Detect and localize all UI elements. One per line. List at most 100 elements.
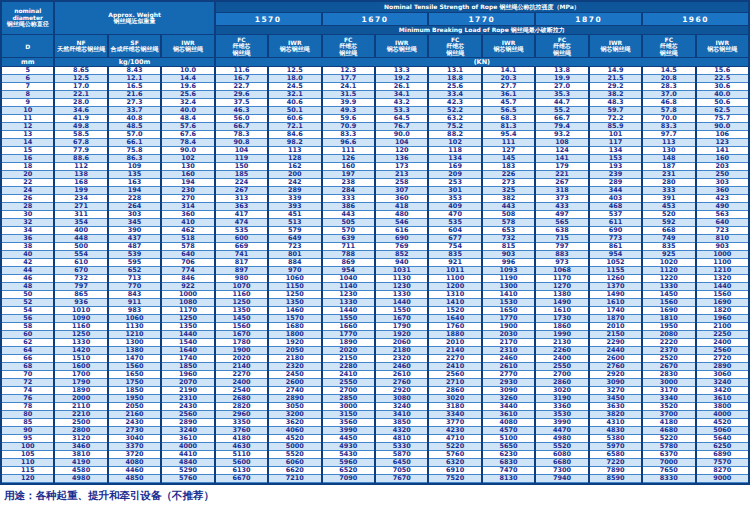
table-cell: 173 (376, 163, 427, 171)
table-cell: 48 (2, 283, 53, 291)
table-cell: 770 (109, 283, 160, 291)
table-cell: 2930 (483, 379, 534, 387)
table-row-d14: 1467.866.178.490.898.296.610410211110811… (2, 139, 748, 147)
table-cell: 3000 (643, 379, 694, 387)
table-cell: 213 (376, 171, 427, 179)
table-cell: 497 (536, 211, 587, 219)
table-cell: 66.7 (536, 115, 587, 123)
table-cell: 136 (376, 155, 427, 163)
table-cell: 17.0 (55, 83, 106, 91)
table-cell: 68 (2, 363, 53, 371)
table-cell: 3020 (536, 387, 587, 395)
table-cell: 138 (55, 171, 106, 179)
table-cell: 535 (216, 227, 267, 235)
table-cell: 20 (2, 171, 53, 179)
table-cell: 1770 (483, 315, 534, 323)
table-cell: 403 (590, 195, 641, 203)
table-cell: 84.6 (269, 131, 320, 139)
table-cell: 451 (269, 211, 320, 219)
table-cell: 363 (216, 203, 267, 211)
table-cell: 393 (269, 203, 320, 211)
table-cell: 741 (216, 251, 267, 259)
table-cell: 36 (2, 235, 53, 243)
table-cell: 56 (2, 315, 53, 323)
table-cell: 3610 (483, 411, 534, 419)
table-cell: 134 (429, 155, 480, 163)
table-row-d12: 1249.848.557.666.772.170.976.775.281.379… (2, 123, 748, 131)
table-cell: 1800 (269, 331, 320, 339)
table-cell: 7 (2, 83, 53, 91)
table-cell: 2800 (55, 427, 106, 435)
table-cell: 36.1 (483, 91, 534, 99)
table-cell: 4520 (269, 435, 320, 443)
table-cell: 3820 (590, 411, 641, 419)
table-cell: 1250 (55, 331, 106, 339)
table-cell: 1230 (323, 291, 374, 299)
table-cell: 66.7 (216, 123, 267, 131)
table-cell: 386 (323, 203, 374, 211)
table-cell: 38 (2, 243, 53, 251)
table-cell: 81.3 (483, 123, 534, 131)
table-cell: 2600 (590, 355, 641, 363)
table-cell: 592 (643, 219, 694, 227)
table-cell: 1380 (536, 291, 587, 299)
table-cell: 2440 (590, 347, 641, 355)
table-cell: 537 (590, 211, 641, 219)
table-cell: 7520 (429, 475, 480, 483)
table-cell: 267 (216, 187, 267, 195)
table-cell: 1330 (323, 299, 374, 307)
table-cell: 773 (590, 235, 641, 243)
table-cell: 83.3 (323, 131, 374, 139)
table-row-d105: 1053810372044105110552054305870576062306… (2, 451, 748, 459)
table-cell: 954 (323, 267, 374, 275)
table-cell: 289 (590, 179, 641, 187)
table-cell: 535 (429, 219, 480, 227)
table-cell: 578 (483, 219, 534, 227)
table-cell: 22 (2, 179, 53, 187)
table-body: 58.658.4310.011.612.512.313.313.114.113.… (0, 67, 750, 483)
table-cell: 134 (590, 147, 641, 155)
table-cell: 75.8 (109, 147, 160, 155)
table-cell: 187 (643, 163, 694, 171)
table-cell: 66 (2, 355, 53, 363)
table-cell: 2740 (269, 387, 320, 395)
table-cell: 546 (376, 219, 427, 227)
table-cell: 16.5 (109, 83, 160, 91)
table-cell: 353 (429, 195, 480, 203)
table-cell: 57.0 (109, 131, 160, 139)
table-cell: 111 (323, 147, 374, 155)
table-cell: 1410 (429, 299, 480, 307)
table-cell: 242 (269, 179, 320, 187)
table-cell: 2290 (590, 339, 641, 347)
table-cell: 1040 (323, 275, 374, 283)
table-cell: 1850 (162, 363, 213, 371)
table-cell: 5650 (483, 443, 534, 451)
col-header-d-symbol: D (2, 35, 53, 57)
table-cell: 12.5 (55, 75, 106, 83)
table-cell: 32.1 (269, 91, 320, 99)
table-cell: 5760 (429, 451, 480, 459)
table-cell: 6320 (429, 459, 480, 467)
table-cell: 90.0 (697, 123, 748, 131)
table-cell: 40.6 (269, 99, 320, 107)
table-cell: 6450 (376, 459, 427, 467)
breaking-load-title: Minimum Breaking Load of Rope 钢丝绳最小破断拉力 (216, 26, 748, 34)
table-cell: 8130 (483, 475, 534, 483)
header-text: 钢芯钢丝绳 (173, 46, 203, 53)
table-row-d32: 3235434541047451350554653557856561159264… (2, 219, 748, 227)
table-cell: 1230 (376, 283, 427, 291)
table-cell: 883 (536, 251, 587, 259)
table-cell: 653 (483, 227, 534, 235)
table-cell: 30.6 (697, 83, 748, 91)
table-cell: 109 (109, 163, 160, 171)
table-cell: 344 (590, 187, 641, 195)
table-cell: 21.6 (109, 91, 160, 99)
table-cell: 8.43 (109, 67, 160, 75)
header-text: 钢芯钢丝绳 (707, 46, 737, 53)
table-row-d85: 8525002430289033503620356038503770408039… (2, 419, 748, 427)
table-cell: 2760 (590, 363, 641, 371)
table-cell: 2320 (376, 355, 427, 363)
table-cell: 88.6 (55, 155, 106, 163)
table-row-d38: 3850048757866972371176975481579786183590… (2, 243, 748, 251)
table-cell: 1670 (216, 331, 267, 339)
